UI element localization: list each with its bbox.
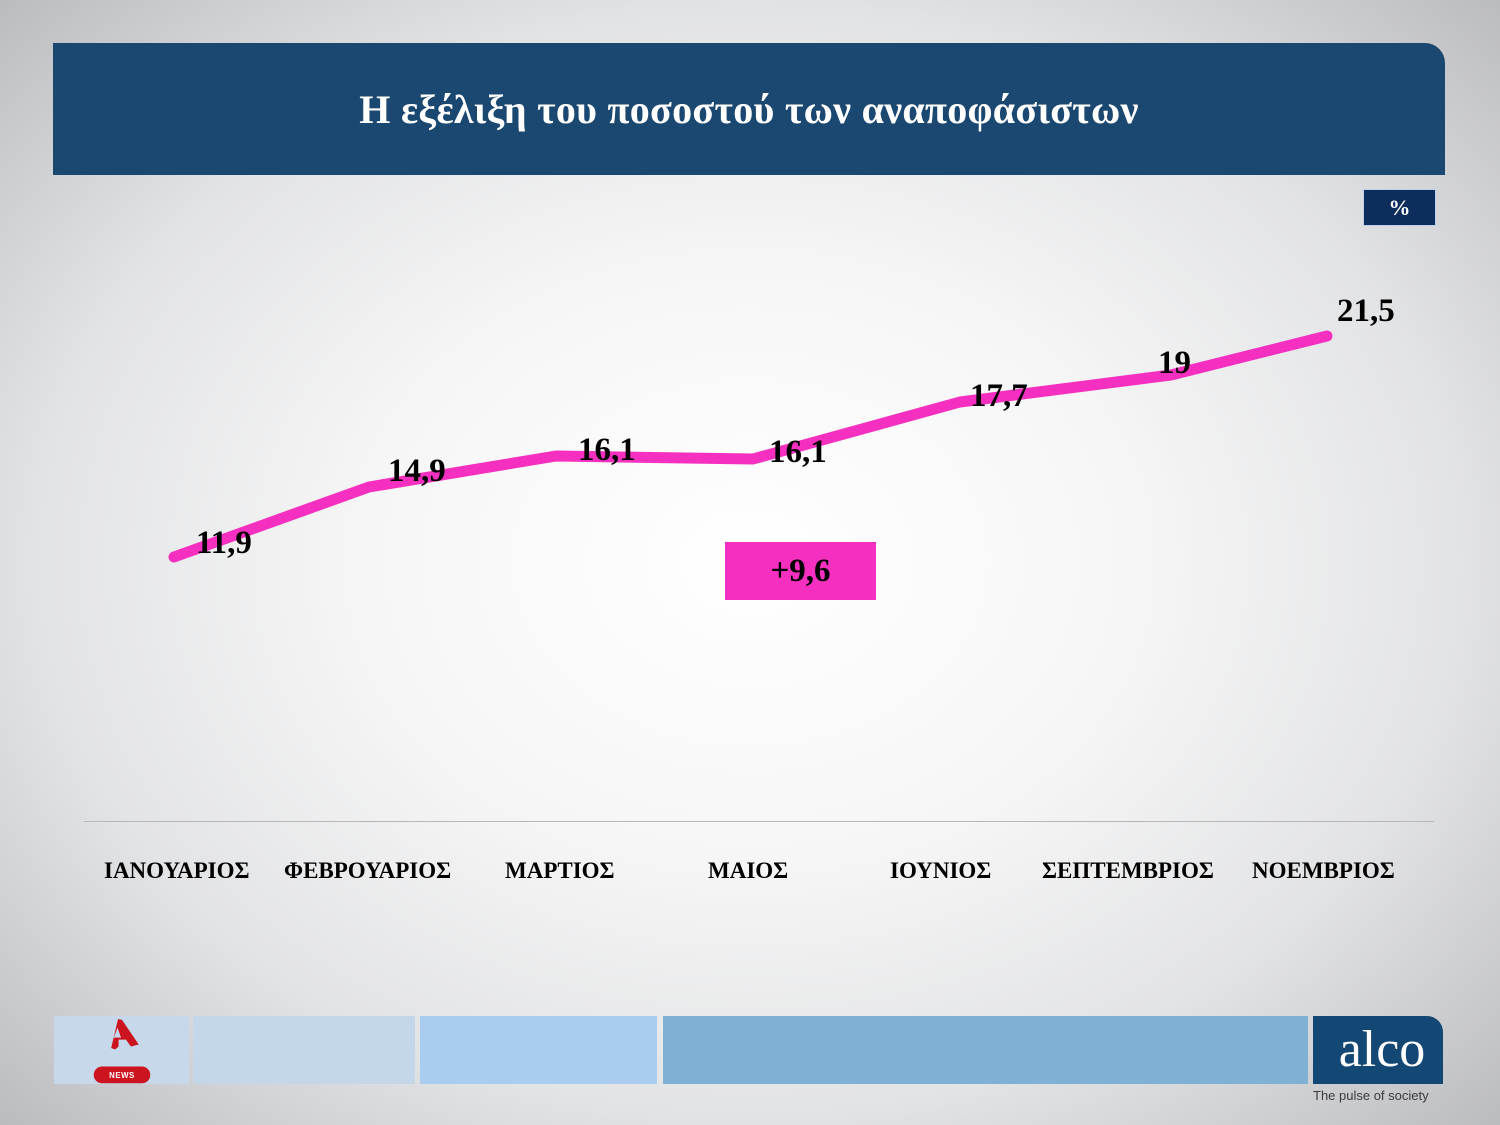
svg-text:NEWS: NEWS [109,1071,135,1080]
